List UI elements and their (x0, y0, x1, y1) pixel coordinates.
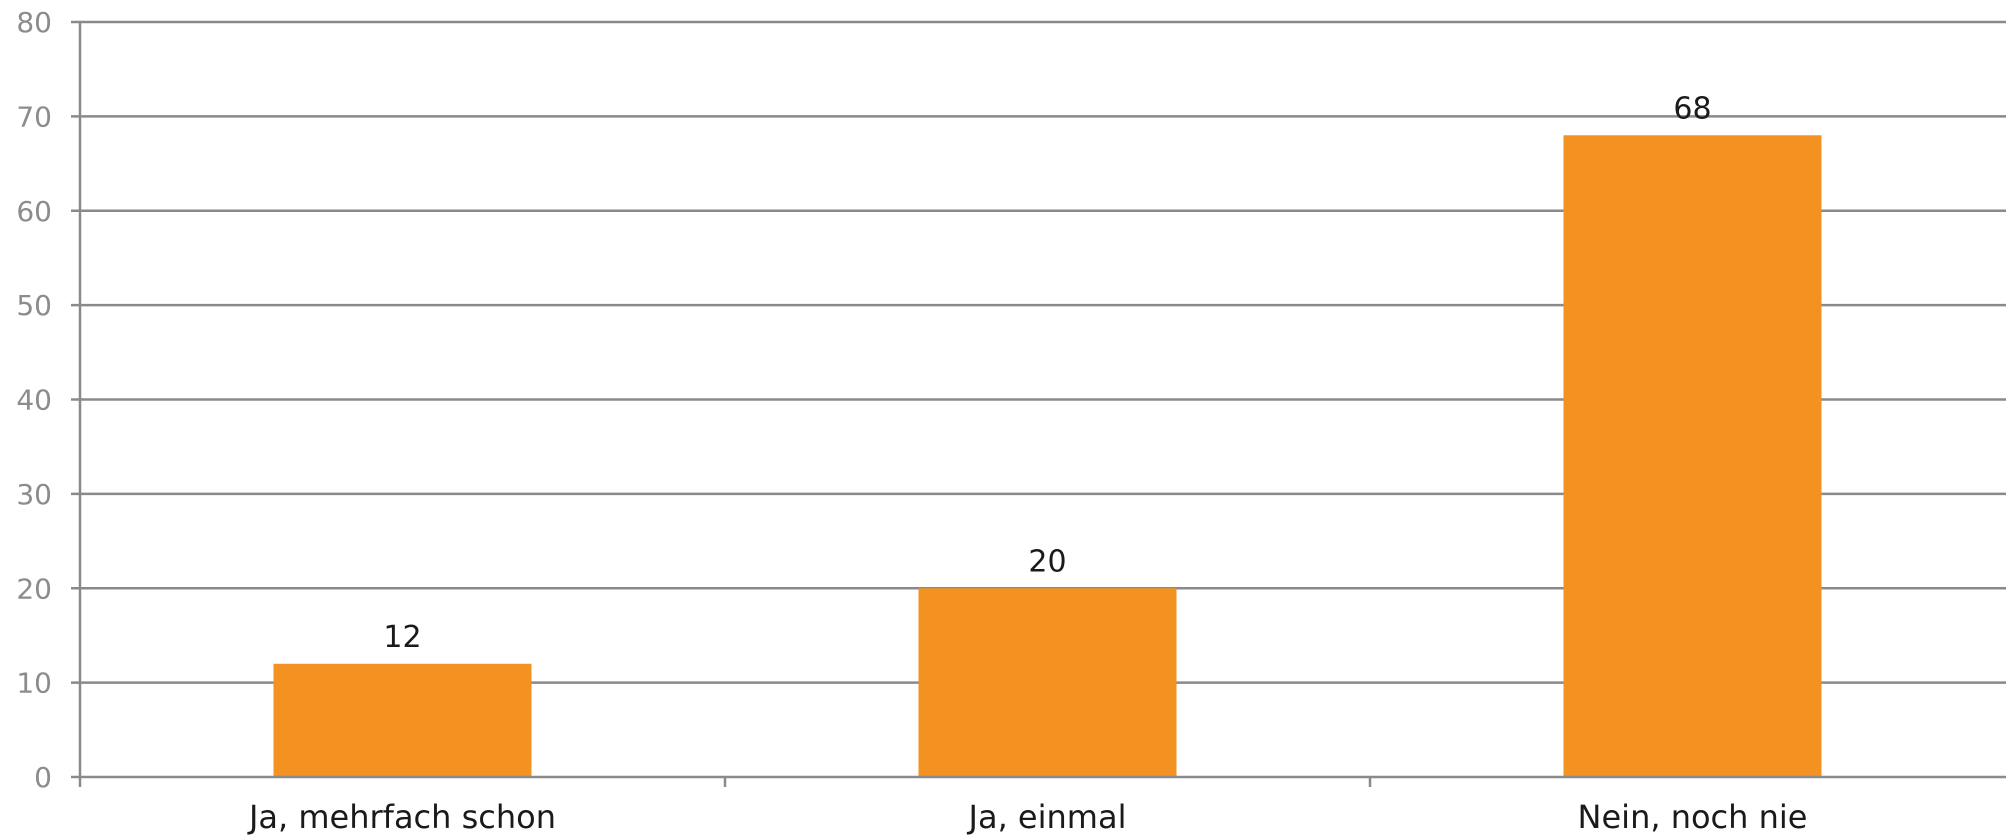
y-tick-label-0: 0 (34, 761, 52, 794)
x-tick-label-3: Nein, noch nie (1578, 798, 1808, 836)
gridlines (80, 20, 2006, 684)
x-tick-label-2: Ja, einmal (967, 798, 1127, 836)
axes (71, 20, 2006, 787)
data-label-1: 12 (383, 620, 421, 655)
y-tick-labels: 0 10 20 30 40 50 60 70 80 (16, 6, 52, 794)
y-tick-label-10: 10 (16, 667, 52, 700)
data-label-3: 68 (1673, 91, 1711, 126)
bar-2 (918, 588, 1177, 777)
y-tick-label-80: 80 (16, 6, 52, 39)
bar-1 (273, 663, 532, 777)
x-tick-labels: Ja, mehrfach schon Ja, einmal Nein, noch n… (247, 798, 1807, 836)
y-tick-label-50: 50 (16, 289, 52, 322)
y-tick-label-60: 60 (16, 195, 52, 228)
bar-3 (1563, 135, 1822, 777)
y-tick-label-40: 40 (16, 384, 52, 417)
bars (273, 135, 1822, 777)
y-tick-label-30: 30 (16, 478, 52, 511)
data-label-2: 20 (1028, 544, 1066, 579)
y-tick-label-70: 70 (16, 100, 52, 133)
y-tick-label-20: 20 (16, 572, 52, 605)
x-tick-label-1: Ja, mehrfach schon (247, 798, 556, 836)
data-labels: 12 20 68 (383, 91, 1711, 655)
